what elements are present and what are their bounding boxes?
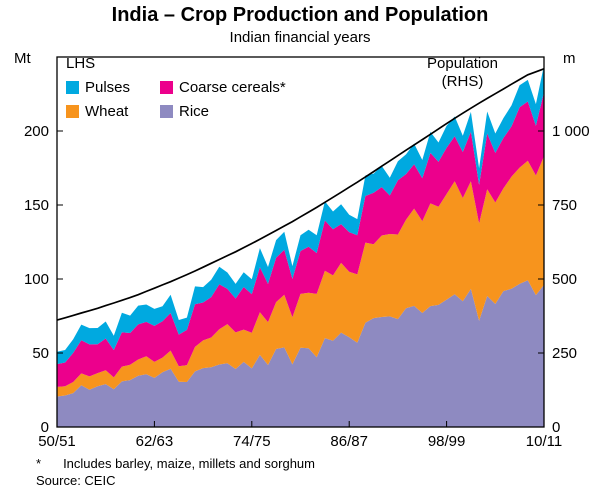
footnote-text: Includes barley, maize, millets and sorg…	[63, 456, 315, 471]
x-tick-label: 86/87	[330, 433, 368, 450]
legend-lhs-label: LHS	[66, 55, 96, 72]
x-tick-label: 98/99	[428, 433, 466, 450]
rhs-tick-label: 500	[552, 271, 577, 288]
rhs-tick-label: 0	[552, 419, 560, 436]
lhs-tick-label: 0	[41, 419, 49, 436]
footnote: * Includes barley, maize, millets and sor…	[36, 456, 315, 471]
legend-swatch-icon	[160, 81, 173, 94]
legend-item-label: Wheat	[85, 103, 129, 120]
area-coarse-cereals	[57, 92, 544, 387]
legend-item-rice: Rice	[160, 103, 286, 120]
area-rice	[57, 280, 544, 427]
x-tick-label: 74/75	[233, 433, 271, 450]
rhs-tick-label: 1 000	[552, 123, 590, 140]
legend-item-label: Pulses	[85, 79, 131, 96]
x-tick-label: 50/51	[38, 433, 76, 450]
rhs-unit-label: m	[563, 50, 576, 67]
chart-subtitle: Indian financial years	[229, 29, 371, 46]
legend-item-coarse-cereals: Coarse cereals*	[160, 79, 286, 96]
plot-frame	[56, 56, 545, 428]
lhs-tick-label: 200	[24, 123, 49, 140]
rhs-tick-label: 750	[552, 197, 577, 214]
x-tick-label: 62/63	[136, 433, 174, 450]
lhs-tick-label: 50	[32, 345, 49, 362]
page-title: India – Crop Production and Population	[111, 4, 489, 26]
legend-item-label: Coarse cereals*	[179, 79, 286, 96]
population-label-line1: Population	[427, 55, 498, 72]
legend-swatch-icon	[160, 105, 173, 118]
population-rhs-label: Population (RHS)	[405, 55, 520, 91]
source-note: Source: CEIC	[36, 473, 116, 488]
lhs-tick-label: 150	[24, 197, 49, 214]
footnote-marker: *	[36, 456, 42, 471]
population-label-line2: (RHS)	[441, 73, 484, 90]
lhs-tick-label: 100	[24, 271, 49, 288]
legend-swatch-icon	[66, 81, 79, 94]
legend-items: Pulses Coarse cereals* Wheat Rice	[66, 79, 286, 120]
x-tick-label: 10/11	[526, 433, 562, 450]
rhs-tick-label: 250	[552, 345, 577, 362]
chart-legend: LHS Pulses Coarse cereals* Wheat Rice	[66, 55, 286, 120]
legend-item-label: Rice	[179, 103, 210, 120]
lhs-unit-label: Mt	[14, 50, 31, 67]
legend-item-pulses: Pulses	[66, 79, 160, 96]
legend-swatch-icon	[66, 105, 79, 118]
legend-item-wheat: Wheat	[66, 103, 160, 120]
area-pulses	[57, 65, 544, 365]
area-wheat	[57, 156, 544, 397]
line-population	[56, 68, 545, 321]
